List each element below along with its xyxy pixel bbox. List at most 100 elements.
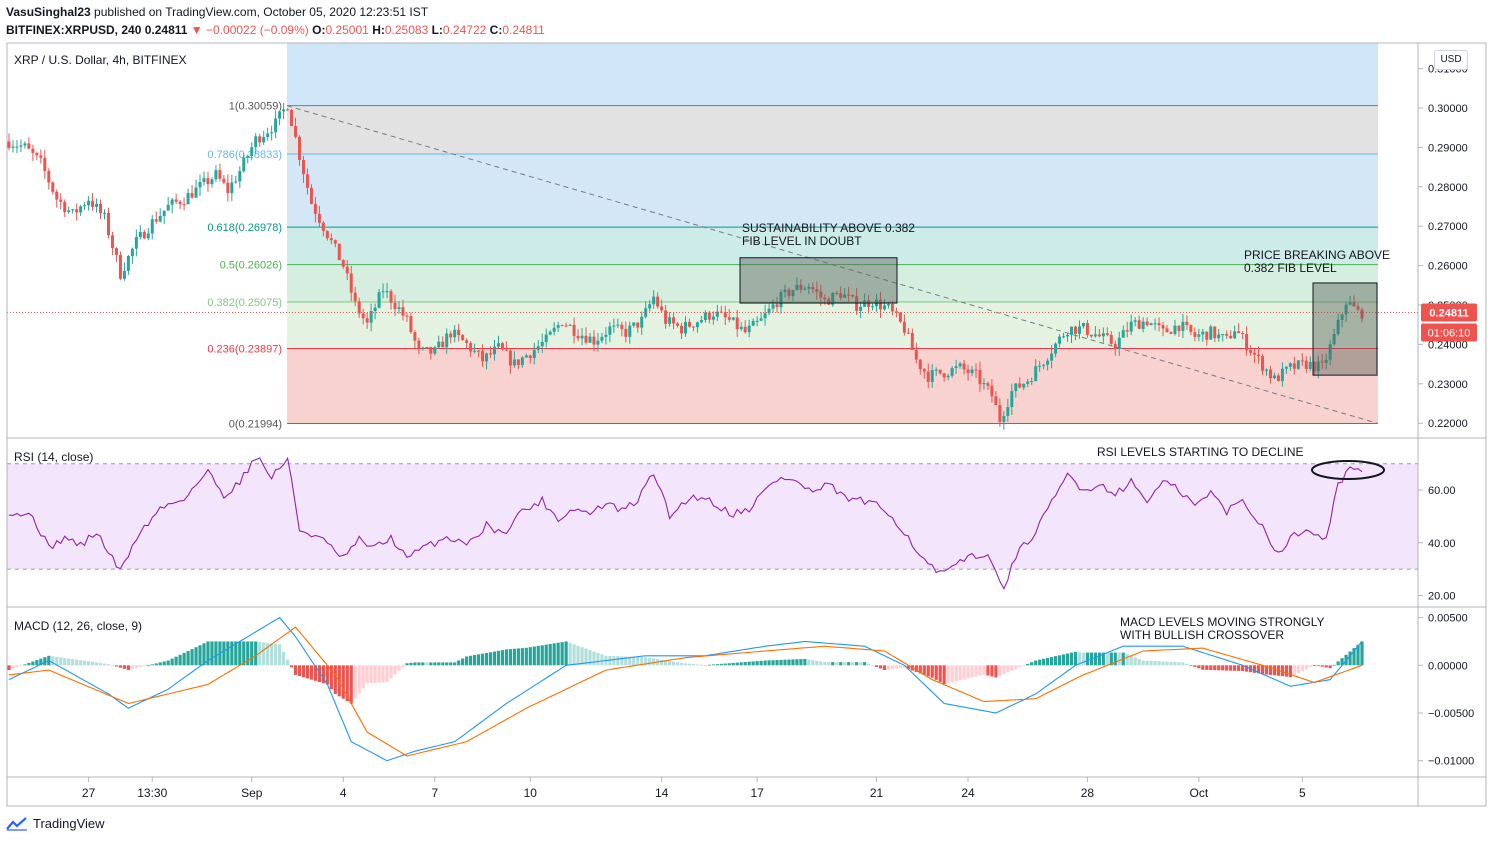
macd-histogram-bar	[652, 658, 656, 666]
candle-body	[270, 132, 274, 134]
macd-histogram-bar	[536, 645, 540, 666]
candle-body	[1149, 323, 1153, 326]
macd-histogram-bar	[906, 665, 910, 670]
macd-histogram-bar	[110, 665, 115, 667]
candle-body	[1193, 332, 1197, 337]
candle-body	[377, 292, 381, 308]
macd-histogram-bar	[990, 665, 994, 677]
candle-body	[930, 370, 934, 382]
candle-body	[763, 313, 767, 319]
annotation-text-doubt: FIB LEVEL IN DOUBT	[742, 234, 862, 248]
price-tick-label: 0.29000	[1428, 142, 1468, 154]
candle-body	[397, 307, 401, 310]
macd-histogram-bar	[51, 656, 55, 666]
macd-histogram-bar	[1057, 655, 1062, 666]
time-tick-label: 24	[961, 786, 975, 800]
last-price-tag	[1421, 303, 1477, 322]
candle-body	[1137, 320, 1141, 329]
candle-body	[1058, 336, 1062, 344]
candle-body	[640, 316, 644, 328]
candle-body	[433, 347, 437, 354]
candle-body	[556, 325, 560, 328]
candle-body	[1268, 369, 1272, 379]
macd-tick-label: 0.00000	[1428, 660, 1468, 672]
time-tick-label: 21	[870, 786, 884, 800]
macd-pane[interactable]: −0.01000 −0.00500 0.00000 0.00500 MACD (12, …	[7, 613, 1474, 768]
candle-body	[1177, 325, 1181, 331]
macd-histogram-bar	[767, 660, 771, 666]
macd-histogram-bar	[1292, 665, 1296, 676]
macd-histogram-bar	[1018, 665, 1022, 668]
macd-histogram-bar	[946, 665, 950, 684]
macd-histogram-bar	[994, 665, 998, 678]
countdown-value: 01:06:10	[1428, 327, 1471, 339]
candle-body	[524, 355, 528, 358]
macd-histogram-bar	[1145, 660, 1149, 666]
macd-histogram-bar	[855, 662, 859, 666]
candle-body	[313, 203, 317, 214]
time-axis[interactable]: 27 13:30 Sep 4 7 10 14 17 21 24 28 Oct 5	[82, 777, 1306, 800]
candle-body	[317, 213, 321, 223]
macd-histogram-bar	[429, 662, 433, 666]
candle-body	[934, 369, 938, 371]
macd-histogram-bar	[950, 665, 954, 683]
price-pane[interactable]: 1(0.30059) 0.786(0.28833) 0.618(0.26978) 0.…	[7, 43, 1477, 430]
candle-body	[1042, 364, 1046, 366]
macd-histogram-bar	[747, 661, 751, 666]
macd-histogram-bar	[624, 656, 628, 666]
candle-body	[1022, 383, 1026, 388]
candle-body	[43, 157, 47, 172]
candle-body	[906, 332, 910, 334]
macd-histogram-bar	[831, 662, 835, 666]
candle-body	[146, 233, 150, 239]
author-name[interactable]: VasuSinghal23	[6, 5, 91, 19]
candle-body	[1276, 375, 1280, 382]
close-label: C:	[489, 23, 503, 37]
candle-body	[508, 350, 512, 366]
macd-histogram-bar	[1193, 665, 1197, 667]
last-price: 0.24811	[144, 23, 188, 37]
macd-histogram-bar	[779, 659, 783, 666]
candle-body	[699, 320, 703, 323]
macd-histogram-bar	[954, 665, 958, 682]
countdown-tag	[1421, 323, 1477, 342]
macd-histogram-bar	[847, 662, 851, 666]
macd-histogram-bar	[835, 662, 839, 666]
candle-body	[735, 317, 739, 330]
macd-histogram-bar	[365, 665, 369, 684]
candle-body	[7, 141, 11, 148]
candle-body	[898, 312, 902, 322]
macd-histogram-bar	[258, 641, 262, 666]
macd-histogram-bar	[146, 665, 150, 667]
candle-body	[1332, 333, 1336, 345]
macd-histogram-bar	[612, 656, 616, 666]
macd-histogram-bar	[1006, 665, 1010, 673]
macd-line	[8, 616, 1363, 762]
candle-body	[1165, 328, 1169, 333]
candle-body	[425, 346, 429, 348]
candle-body	[608, 326, 612, 335]
tradingview-logo[interactable]: TradingView	[6, 816, 105, 831]
time-tick-label: 5	[1299, 786, 1306, 800]
macd-histogram-bar	[1256, 665, 1261, 674]
candle-body	[59, 199, 63, 202]
macd-histogram-bar	[1233, 665, 1237, 671]
candle-body	[811, 286, 815, 290]
candle-body	[361, 313, 365, 319]
candle-body	[409, 316, 413, 333]
candle-body	[739, 326, 743, 330]
macd-histogram-bar	[1065, 653, 1070, 666]
macd-histogram-bar	[234, 641, 238, 666]
currency-button[interactable]: USD	[1434, 50, 1468, 70]
macd-histogram-bar	[134, 665, 138, 669]
macd-histogram-bar	[158, 662, 162, 666]
change-down-icon: ▼	[190, 23, 203, 37]
candle-body	[242, 157, 246, 172]
rsi-pane[interactable]: 20.00 40.00 60.00 RSI (14, close) RSI LEVELS…	[7, 445, 1456, 602]
candle-body	[266, 133, 270, 137]
candle-body	[982, 383, 986, 385]
candle-body	[727, 317, 731, 320]
macd-histogram-bar	[1125, 654, 1129, 666]
candle-body	[401, 307, 405, 316]
